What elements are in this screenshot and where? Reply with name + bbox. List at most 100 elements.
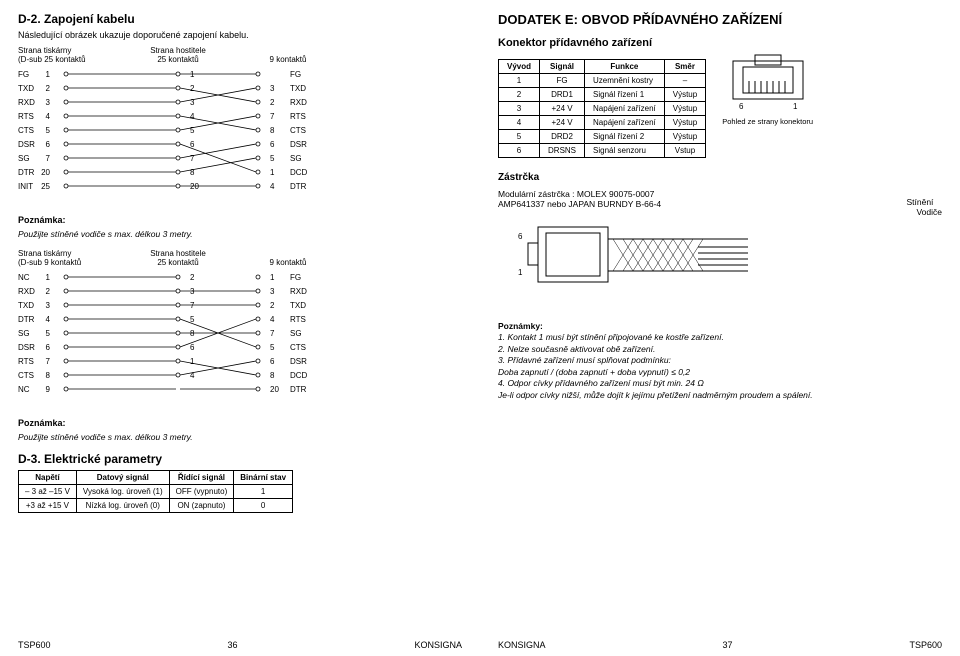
svg-text:RXD: RXD [18, 287, 35, 296]
svg-text:6: 6 [270, 357, 275, 366]
svg-text:6: 6 [46, 140, 51, 149]
svg-text:RXD: RXD [18, 98, 35, 107]
footer-right: KONSIGNA 37 TSP600 [498, 640, 942, 650]
svg-text:TXD: TXD [18, 84, 34, 93]
svg-text:2: 2 [46, 287, 51, 296]
notes-heading: Poznámky: [498, 321, 942, 332]
svg-text:1: 1 [190, 70, 195, 79]
footer-page-l: 36 [228, 640, 238, 650]
elec-table: NapětíDatový signálŘídící signálBinární … [18, 470, 293, 513]
svg-text:3: 3 [46, 98, 51, 107]
svg-text:2: 2 [190, 273, 195, 282]
svg-text:20: 20 [270, 385, 279, 394]
wiring2-svg: NC1RXD2TXD3DTR4SG5DSR6RTS7CTS8NC92375861… [18, 269, 338, 404]
heading-d2: D-2. Zapojení kabelu [18, 12, 462, 26]
svg-text:5: 5 [270, 343, 275, 352]
svg-text:1: 1 [46, 70, 51, 79]
wiring-block-1: Strana tiskárny (D-sub 25 kontaktů Stran… [18, 46, 462, 201]
subtitle-d2: Následující obrázek ukazuje doporučené z… [18, 30, 462, 40]
note1: Poznámka: Použijte stíněné vodiče s max.… [18, 215, 462, 239]
svg-text:4: 4 [190, 112, 195, 121]
svg-text:20: 20 [41, 168, 50, 177]
svg-text:CTS: CTS [18, 371, 34, 380]
svg-text:4: 4 [46, 315, 51, 324]
jack-pin6: 6 [739, 102, 744, 111]
svg-text:CTS: CTS [290, 126, 306, 135]
plug-caption: Modulární zástrčka : MOLEX 90075-0007 AM… [498, 189, 896, 209]
footer-brand-r: KONSIGNA [498, 640, 546, 650]
svg-text:1: 1 [46, 273, 51, 282]
svg-text:NC: NC [18, 385, 30, 394]
svg-text:TXD: TXD [290, 301, 306, 310]
plug-svg: 6 1 [498, 209, 758, 309]
svg-text:4: 4 [270, 182, 275, 191]
label-wires: Vodiče [916, 207, 942, 217]
hdr-c25-1: 25 kontaktů [108, 55, 248, 64]
svg-text:RTS: RTS [18, 357, 34, 366]
svg-text:DSR: DSR [18, 140, 35, 149]
hdr-c25-2: 25 kontaktů [108, 258, 248, 267]
svg-text:5: 5 [270, 154, 275, 163]
svg-text:7: 7 [46, 154, 51, 163]
wiring1-headers: Strana tiskárny (D-sub 25 kontaktů Stran… [18, 46, 462, 64]
jack-svg: 6 1 [723, 53, 813, 113]
svg-text:4: 4 [270, 315, 275, 324]
footer-brand-l: KONSIGNA [414, 640, 462, 650]
footer-left: TSP600 36 KONSIGNA [18, 640, 462, 650]
svg-text:TXD: TXD [18, 301, 34, 310]
jack-pin1: 1 [793, 102, 798, 111]
svg-text:INIT: INIT [18, 182, 33, 191]
svg-text:6: 6 [46, 343, 51, 352]
svg-text:7: 7 [46, 357, 51, 366]
wiring2-headers: Strana tiskárny (D-sub 9 kontaktů Strana… [18, 249, 462, 267]
heading-d3: D-3. Elektrické parametry [18, 452, 462, 466]
svg-text:2: 2 [270, 301, 275, 310]
svg-text:7: 7 [190, 301, 195, 310]
note2-label: Poznámka: [18, 418, 462, 428]
svg-text:1: 1 [518, 268, 523, 277]
hdr-dsub9: (D-sub 9 kontaktů [18, 258, 108, 267]
svg-text:NC: NC [18, 273, 30, 282]
footer-model-r: TSP600 [909, 640, 942, 650]
svg-text:1: 1 [270, 273, 275, 282]
svg-text:DCD: DCD [290, 371, 308, 380]
svg-text:FG: FG [290, 70, 301, 79]
wiring-block-2: Strana tiskárny (D-sub 9 kontaktů Strana… [18, 249, 462, 404]
svg-text:SG: SG [290, 154, 302, 163]
jack-caption: Pohled ze strany konektoru [722, 117, 813, 126]
svg-text:DTR: DTR [18, 168, 35, 177]
hdr-c9-1: 9 kontaktů [248, 55, 328, 64]
svg-text:6: 6 [190, 343, 195, 352]
svg-text:SG: SG [18, 154, 30, 163]
svg-text:RTS: RTS [18, 112, 34, 121]
note1-label: Poznámka: [18, 215, 462, 225]
svg-text:DCD: DCD [290, 168, 308, 177]
heading-appendix: DODATEK E: OBVOD PŘÍDAVNÉHO ZAŘÍZENÍ [498, 12, 942, 27]
page-right: DODATEK E: OBVOD PŘÍDAVNÉHO ZAŘÍZENÍ Kon… [480, 0, 960, 656]
hdr-c9-2: 9 kontaktů [248, 258, 328, 267]
plug-area: Modulární zástrčka : MOLEX 90075-0007 AM… [498, 189, 942, 311]
svg-text:5: 5 [46, 329, 51, 338]
page-left: D-2. Zapojení kabelu Následující obrázek… [0, 0, 480, 656]
svg-text:CTS: CTS [290, 343, 306, 352]
svg-text:2: 2 [46, 84, 51, 93]
footer-page-r: 37 [722, 640, 732, 650]
note2: Poznámka: Použijte stíněné vodiče s max.… [18, 418, 462, 442]
svg-text:4: 4 [46, 112, 51, 121]
hdr-host-1: Strana hostitele [108, 46, 248, 55]
svg-text:RXD: RXD [290, 98, 307, 107]
svg-text:3: 3 [270, 287, 275, 296]
svg-text:25: 25 [41, 182, 50, 191]
svg-text:FG: FG [18, 70, 29, 79]
svg-text:8: 8 [190, 329, 195, 338]
svg-text:SG: SG [18, 329, 30, 338]
svg-text:6: 6 [270, 140, 275, 149]
jack-block: 6 1 Pohled ze strany konektoru [722, 53, 813, 126]
svg-text:DSR: DSR [290, 357, 307, 366]
svg-text:SG: SG [290, 329, 302, 338]
svg-text:3: 3 [190, 287, 195, 296]
svg-text:RTS: RTS [290, 112, 306, 121]
signal-table: VývodSignálFunkceSměr 1FGUzemnění kostry… [498, 59, 706, 158]
svg-text:9: 9 [46, 385, 51, 394]
svg-text:8: 8 [270, 371, 275, 380]
